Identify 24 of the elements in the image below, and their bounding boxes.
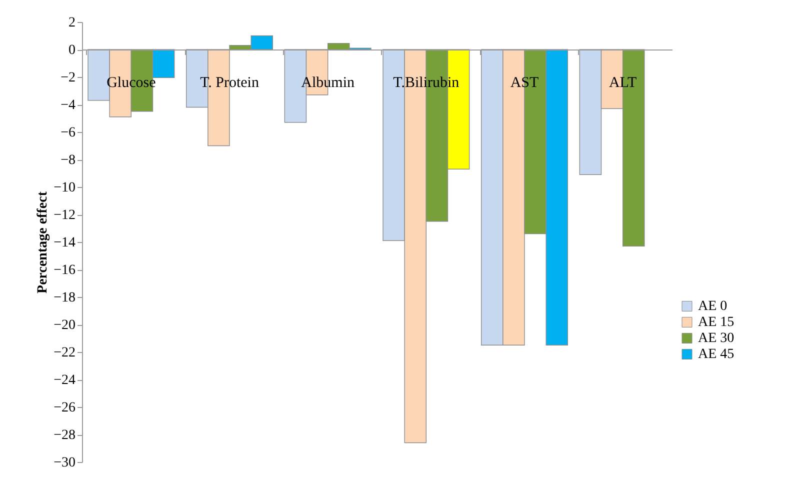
legend-label: AE 45 (698, 347, 734, 362)
y-tick-label: −18 (54, 290, 76, 306)
y-tick-label: −12 (54, 208, 76, 223)
x-tick-label: T. Protein (200, 75, 260, 91)
y-tick-label: −6 (60, 126, 76, 140)
y-tick-label: −26 (54, 400, 76, 416)
legend-label: AE 30 (698, 331, 734, 346)
y-tick-label: −22 (54, 346, 76, 360)
y-tick-label: −14 (54, 236, 76, 250)
y-tick-label: −16 (54, 263, 76, 278)
x-tick-label: Albumin (301, 75, 355, 91)
y-tick-label: −2 (60, 70, 76, 86)
legend-label: AE 0 (698, 299, 728, 314)
legend-label: AE 15 (698, 315, 734, 330)
y-tick-label: 0 (68, 43, 76, 58)
y-tick-label: −20 (54, 318, 76, 333)
y-tick-label: −8 (60, 153, 76, 168)
y-tick-label: −4 (60, 98, 76, 113)
y-axis-title: Percentage effect (36, 191, 51, 294)
y-tick-label: −24 (54, 373, 76, 388)
y-tick-label: −30 (54, 456, 76, 470)
y-tick-label: −28 (54, 428, 76, 443)
y-tick-label: 2 (68, 16, 76, 30)
y-tick-label: −10 (54, 180, 76, 196)
